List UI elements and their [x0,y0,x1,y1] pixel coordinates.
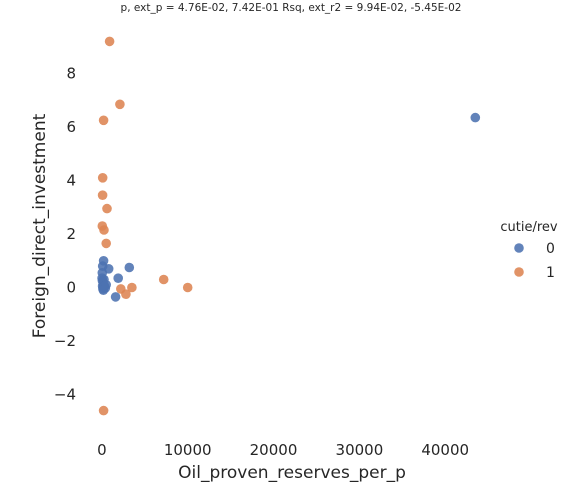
x-tick-label: 10000 [164,441,212,459]
y-tick-label: −2 [54,332,76,350]
y-tick-label: −4 [54,386,76,404]
series-1-point-9 [158,274,169,285]
y-axis-label: Foreign_direct_investment [30,113,50,338]
legend-label-0: 0 [546,241,555,257]
plot-area [97,36,481,416]
series-1-point-1 [115,99,125,110]
y-ticks: −4 −2 0 2 4 6 8 [54,65,76,404]
series-1-point-10 [182,282,193,293]
series-1-point-8 [101,238,111,249]
x-tick-label: 40000 [421,441,469,459]
series-0-point-3 [113,273,123,284]
legend-label-1: 1 [546,265,555,281]
y-tick-label: 6 [66,118,76,136]
series-1-point-4 [97,190,108,200]
legend-title: cutie/rev [500,220,558,235]
series-0-point-0 [470,112,481,123]
x-tick-label: 0 [97,441,107,459]
legend-marker-0 [514,243,524,253]
series-1-point-2 [98,115,109,126]
y-tick-label: 4 [66,172,76,190]
x-ticks: 0 10000 20000 30000 40000 [97,441,469,459]
series-0-point-1 [124,262,135,273]
y-tick-label: 8 [66,65,76,83]
series-0-point-18 [98,285,109,296]
series-0-point-4 [110,292,121,302]
y-tick-label: 2 [66,225,76,243]
x-tick-label: 20000 [250,441,298,459]
series-1-point-14 [98,405,109,416]
series-1-point-5 [102,203,112,214]
series-1-point-11 [127,282,137,293]
series-1-point-13 [121,289,131,300]
legend: cutie/rev 0 1 [500,220,558,281]
y-tick-label: 0 [66,279,76,297]
chart-title: p, ext_p = 4.76E-02, 7.42E-01 Rsq, ext_r… [121,2,462,14]
x-tick-label: 30000 [336,441,384,459]
legend-marker-1 [514,267,524,277]
series-1-point-0 [104,36,115,47]
series-1-point-3 [97,173,108,183]
series-1-point-7 [99,225,109,235]
x-axis-label: Oil_proven_reserves_per_p [178,463,406,483]
